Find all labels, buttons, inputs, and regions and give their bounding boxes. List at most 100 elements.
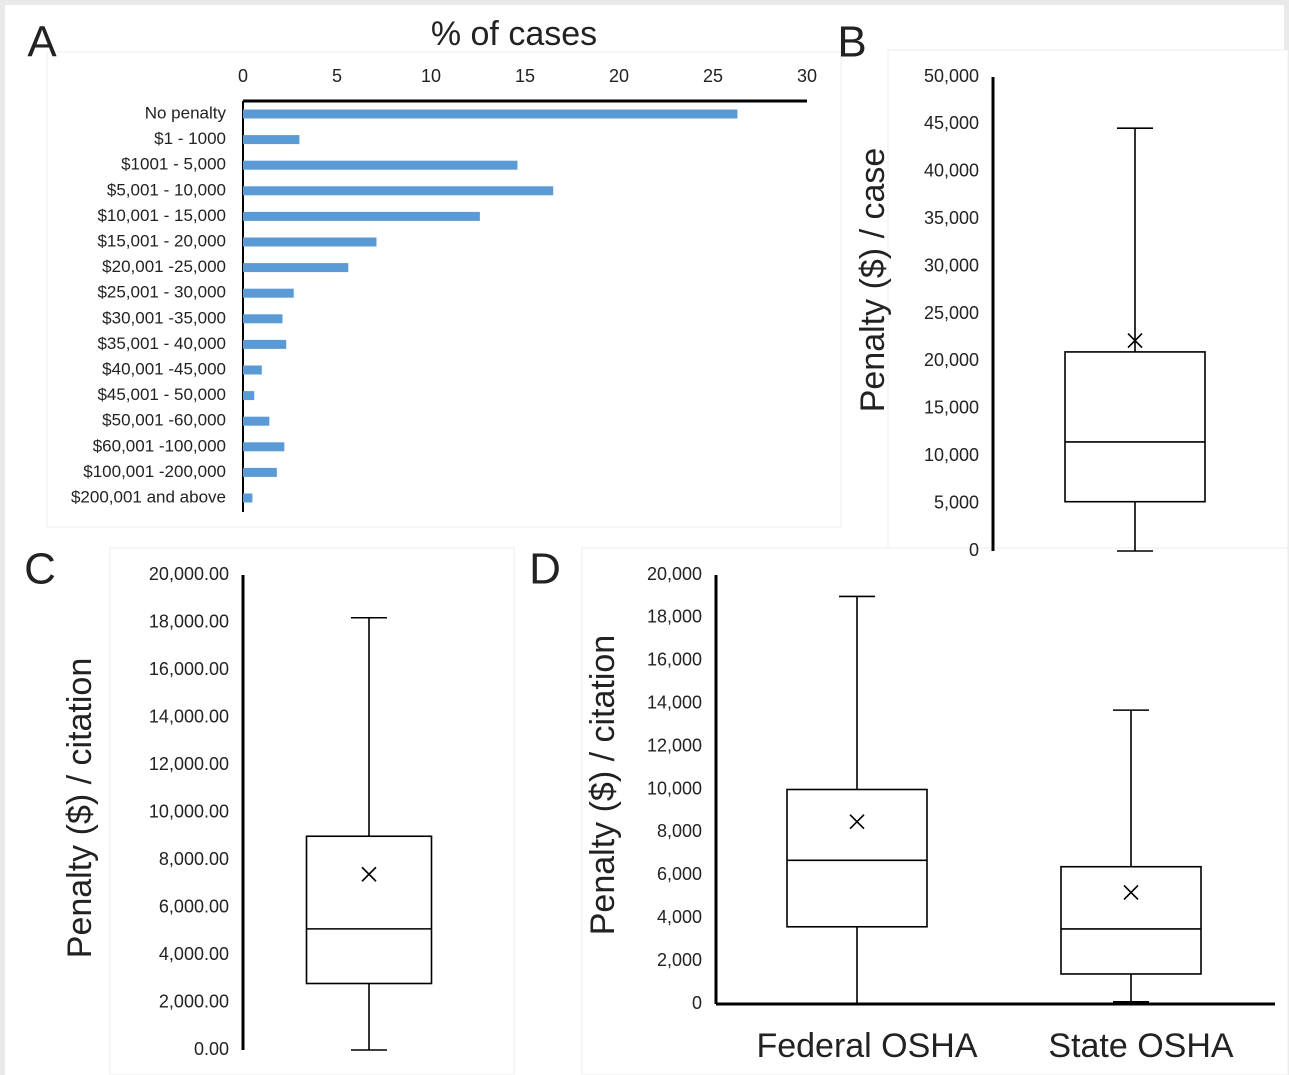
y-tick-label: 16,000 bbox=[647, 650, 702, 670]
mean-marker bbox=[361, 866, 377, 882]
bar bbox=[243, 109, 738, 119]
bar bbox=[243, 391, 255, 401]
y-tick-label: 8,000.00 bbox=[159, 849, 229, 869]
y-tick-label: No penalty bbox=[145, 103, 227, 122]
y-tick-label: 20,000 bbox=[647, 564, 702, 584]
whisker-high bbox=[1117, 127, 1153, 352]
y-tick-label: 10,000 bbox=[924, 445, 979, 465]
panel-letter: D bbox=[529, 545, 561, 594]
mean-marker bbox=[1123, 884, 1139, 901]
y-tick-label: 15,000 bbox=[924, 398, 979, 418]
y-tick-label: 25,000 bbox=[924, 303, 979, 323]
bar bbox=[243, 288, 294, 298]
y-tick-label: 14,000 bbox=[647, 692, 702, 712]
bar bbox=[243, 186, 554, 196]
mean-marker bbox=[849, 814, 865, 830]
panel-a-bg bbox=[46, 51, 842, 528]
x-tick-label: 25 bbox=[703, 66, 723, 86]
whisker-high bbox=[351, 616, 387, 837]
bar bbox=[243, 237, 377, 247]
y-tick-label: $5,001 - 10,000 bbox=[107, 180, 226, 199]
y-tick-label: 8,000 bbox=[657, 821, 702, 841]
bar bbox=[243, 211, 480, 221]
y-tick-label: $50,001 -60,000 bbox=[102, 411, 226, 430]
y-tick-label: $100,001 -200,000 bbox=[83, 462, 226, 481]
y-tick-label: $30,001 -35,000 bbox=[102, 308, 226, 327]
y-tick-label: 4,000 bbox=[657, 907, 702, 927]
y-tick-label: $1001 - 5,000 bbox=[121, 155, 226, 174]
y-tick-label: 35,000 bbox=[924, 208, 979, 228]
y-tick-label: 2,000 bbox=[657, 950, 702, 970]
box bbox=[305, 835, 433, 985]
mean-marker bbox=[1127, 332, 1143, 349]
box bbox=[786, 788, 928, 928]
bar bbox=[243, 339, 287, 349]
y-tick-label: 6,000.00 bbox=[159, 896, 229, 916]
y-tick-label: 20,000.00 bbox=[149, 564, 229, 584]
bar bbox=[243, 314, 283, 324]
y-tick-label: 45,000 bbox=[924, 113, 979, 133]
x-tick-label: 0 bbox=[238, 66, 248, 86]
y-tick-label: 16,000.00 bbox=[149, 659, 229, 679]
bar bbox=[243, 263, 349, 273]
y-axis-title: Penalty ($) / citation bbox=[61, 658, 99, 958]
y-tick-label: 12,000.00 bbox=[149, 754, 229, 774]
y-axis-title: Penalty ($) / citation bbox=[584, 635, 622, 935]
y-tick-label: 2,000.00 bbox=[159, 991, 229, 1011]
bar bbox=[243, 135, 300, 145]
y-tick-label: 12,000 bbox=[647, 735, 702, 755]
y-tick-label: 0.00 bbox=[194, 1039, 229, 1059]
y-tick-label: 14,000.00 bbox=[149, 706, 229, 726]
whisker-low bbox=[839, 926, 875, 1005]
x-tick-label: Federal OSHA bbox=[756, 1027, 977, 1065]
y-tick-label: $45,001 - 50,000 bbox=[97, 385, 226, 404]
panel-letter: C bbox=[24, 545, 56, 594]
y-tick-label: 30,000 bbox=[924, 255, 979, 275]
y-tick-label: $1 - 1000 bbox=[154, 129, 226, 148]
panel-c-bg bbox=[109, 547, 515, 1075]
y-tick-label: $25,001 - 30,000 bbox=[97, 283, 226, 302]
whisker-low bbox=[351, 983, 387, 1051]
y-tick-label: 0 bbox=[969, 540, 979, 560]
y-tick-label: 5,000 bbox=[934, 492, 979, 512]
whisker-low bbox=[1117, 501, 1153, 552]
y-tick-label: $60,001 -100,000 bbox=[93, 436, 226, 455]
panel-d-bg bbox=[581, 547, 1289, 1075]
y-tick-label: 10,000.00 bbox=[149, 801, 229, 821]
x-tick-label: 20 bbox=[609, 66, 629, 86]
y-axis-title: Penalty ($) / case bbox=[854, 148, 892, 413]
whisker-high bbox=[1113, 709, 1149, 867]
bar bbox=[243, 493, 253, 503]
y-tick-label: 50,000 bbox=[924, 66, 979, 86]
panel-letter: B bbox=[837, 18, 866, 67]
y-tick-label: 20,000 bbox=[924, 350, 979, 370]
whisker-high bbox=[839, 595, 875, 790]
box bbox=[1064, 351, 1206, 503]
chart-title: % of cases bbox=[431, 15, 597, 53]
x-tick-label: 15 bbox=[515, 66, 535, 86]
y-tick-label: 6,000 bbox=[657, 864, 702, 884]
box bbox=[1060, 865, 1202, 975]
x-tick-label: 30 bbox=[797, 66, 817, 86]
y-tick-label: $200,001 and above bbox=[71, 487, 226, 506]
y-tick-label: 18,000 bbox=[647, 607, 702, 627]
y-tick-label: $40,001 -45,000 bbox=[102, 359, 226, 378]
bar bbox=[243, 467, 277, 477]
y-tick-label: $35,001 - 40,000 bbox=[97, 334, 226, 353]
bar bbox=[243, 416, 270, 426]
y-tick-label: 4,000.00 bbox=[159, 944, 229, 964]
y-tick-label: $20,001 -25,000 bbox=[102, 257, 226, 276]
panel-letter: A bbox=[27, 18, 57, 67]
y-tick-label: 10,000 bbox=[647, 778, 702, 798]
bar bbox=[243, 160, 518, 170]
x-tick-label: 5 bbox=[332, 66, 342, 86]
bar bbox=[243, 365, 262, 375]
y-tick-label: $15,001 - 20,000 bbox=[97, 231, 226, 250]
x-tick-label: State OSHA bbox=[1048, 1027, 1234, 1065]
y-tick-label: 18,000.00 bbox=[149, 611, 229, 631]
bar bbox=[243, 442, 285, 452]
y-tick-label: 0 bbox=[692, 993, 702, 1013]
y-tick-label: 40,000 bbox=[924, 161, 979, 181]
y-tick-label: $10,001 - 15,000 bbox=[97, 206, 226, 225]
